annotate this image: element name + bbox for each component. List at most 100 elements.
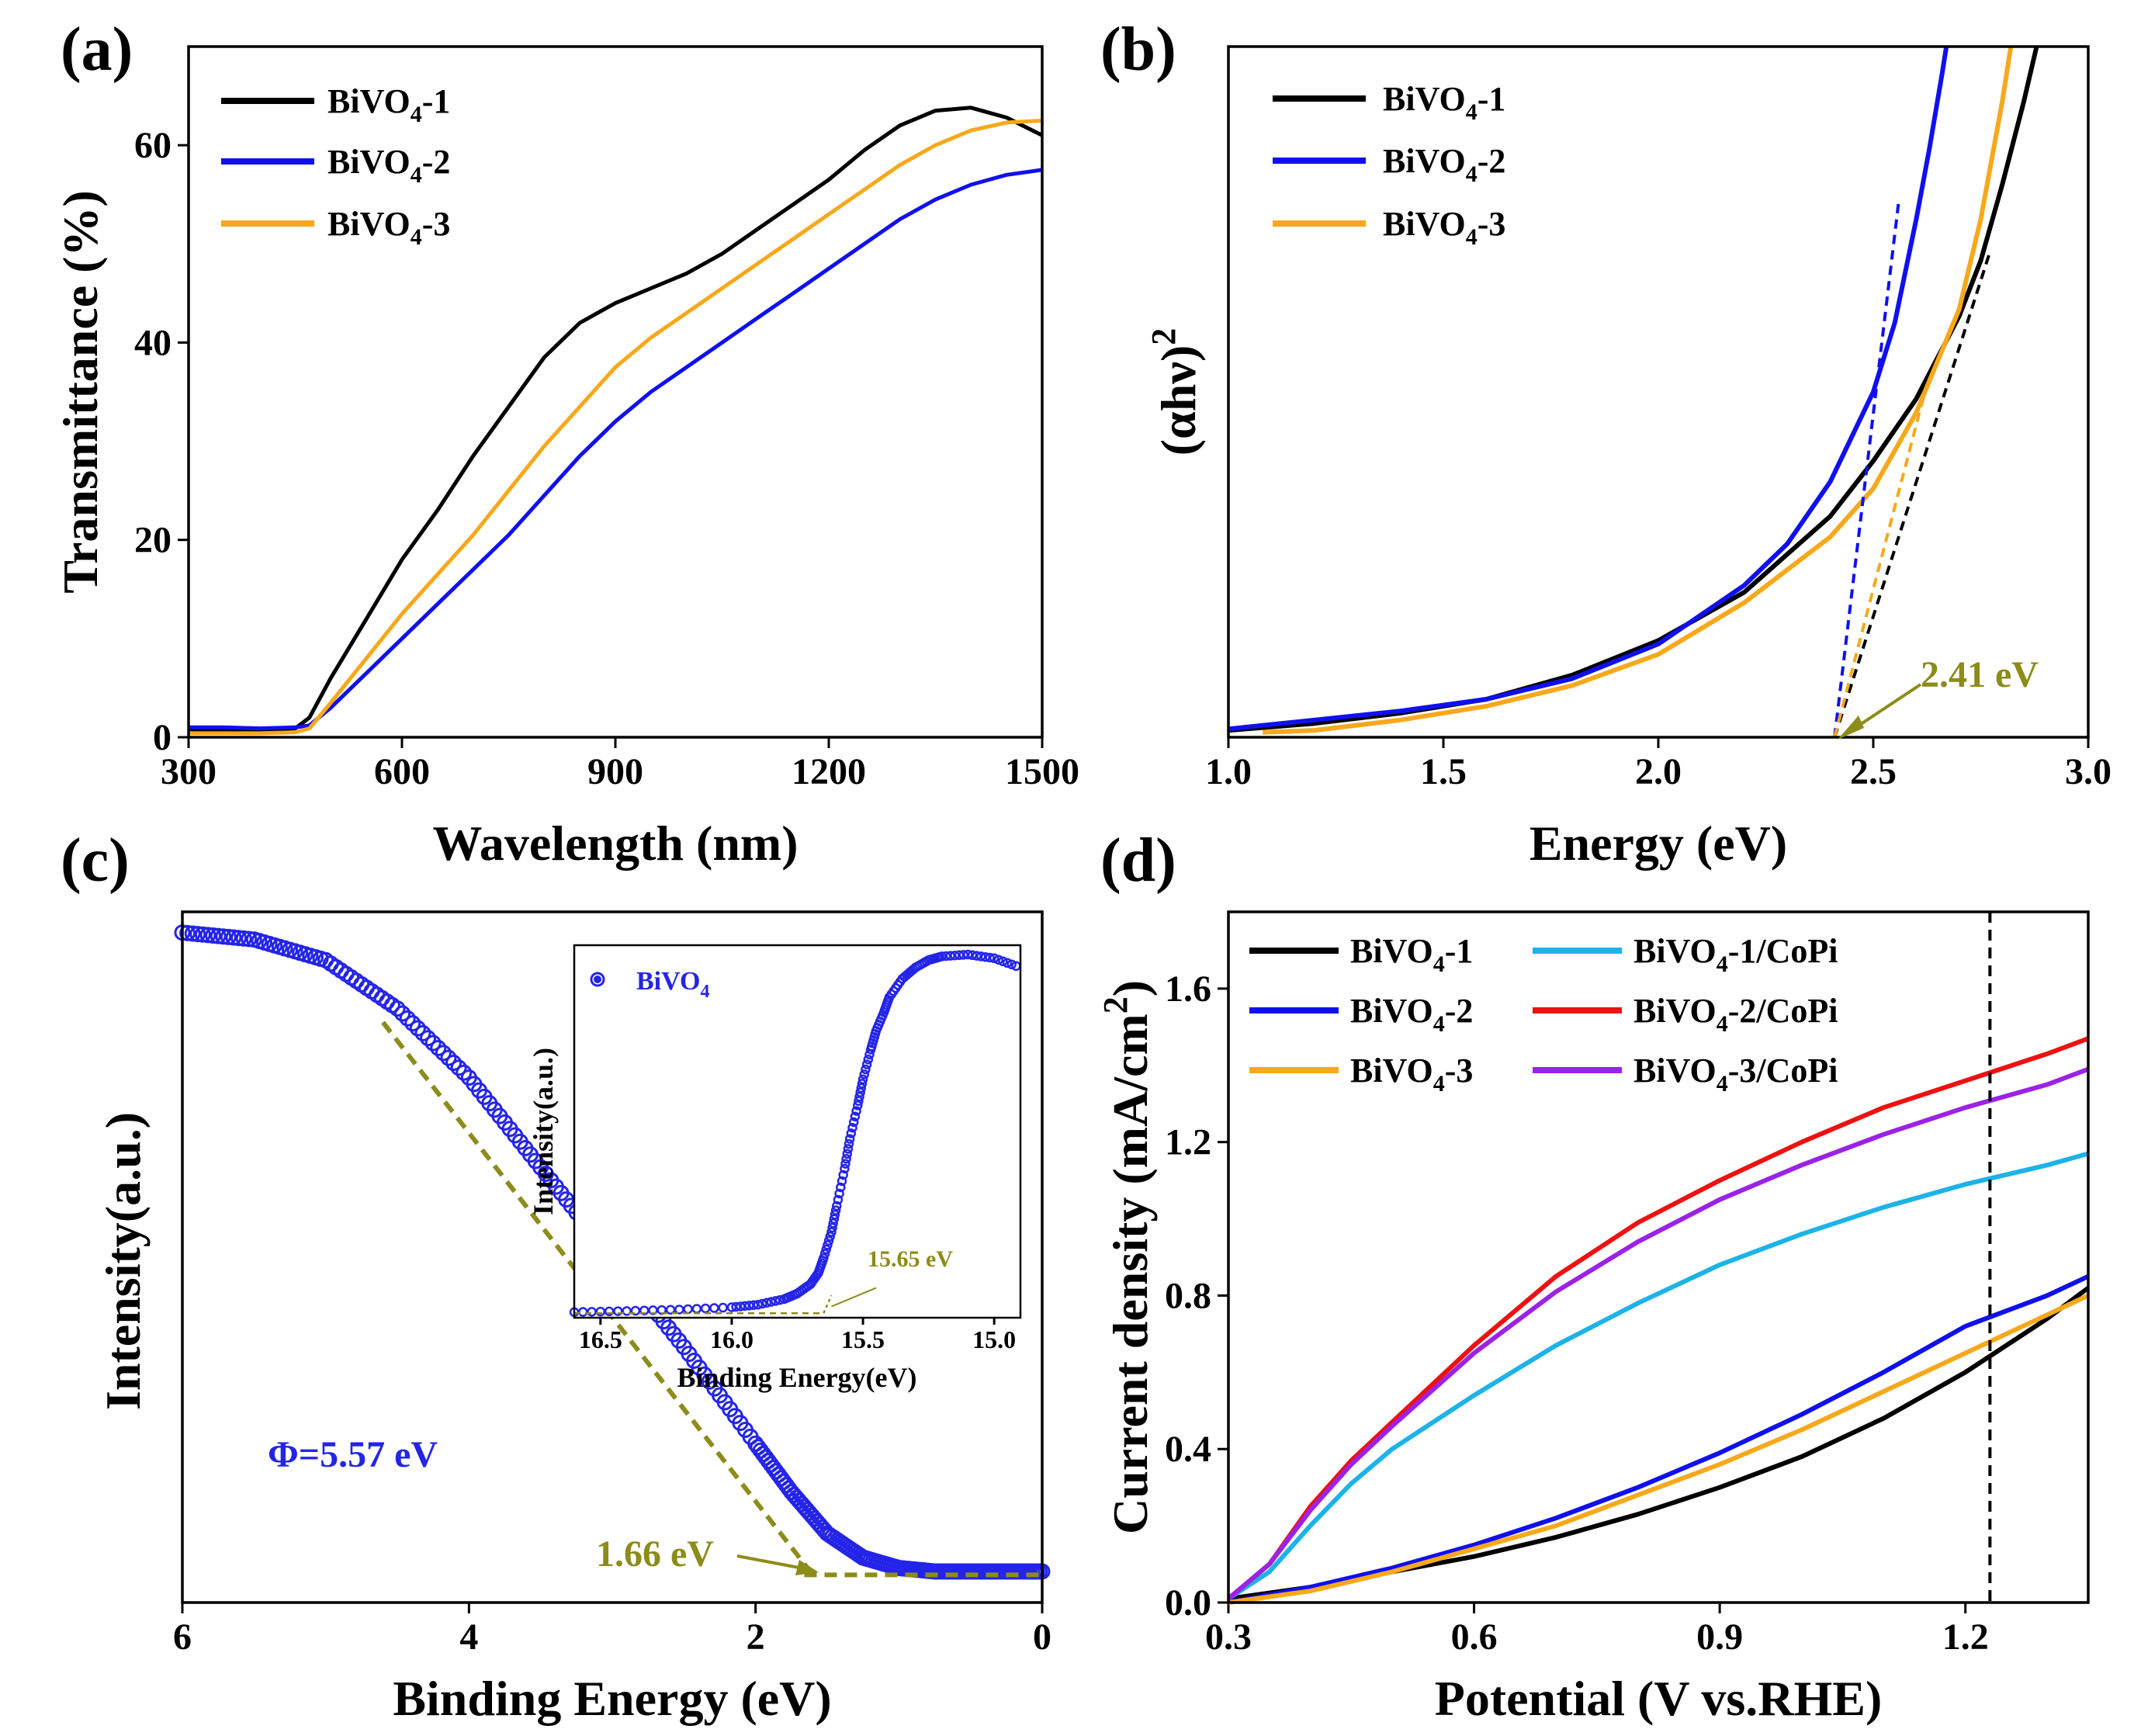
inset-annotation-cutoff: 15.65 eV (868, 1246, 953, 1272)
inset-data-point (718, 1302, 728, 1313)
series-line-bivo4-1 (1228, 1286, 2090, 1602)
inset-data-point (989, 953, 999, 964)
inset-data-point (838, 1169, 848, 1180)
data-point (404, 1015, 421, 1032)
panel-c-frame (181, 910, 1044, 1604)
inset-data-point (861, 1064, 871, 1075)
data-point (440, 1049, 457, 1066)
panel-b-frame (1227, 45, 2090, 739)
data-point (430, 1039, 447, 1056)
panel-c-label: (c) (61, 826, 130, 895)
inset-data-point (855, 1087, 865, 1097)
series-line-bivo4-1 (1228, 46, 2039, 733)
annotation-arrowhead (795, 1560, 819, 1575)
legend-label-bivo4-3: BiVO4-3 (1350, 1052, 1473, 1097)
inset-data-point (731, 1301, 741, 1312)
inset-annotation-pointer (831, 1287, 877, 1308)
panel-b-label: (b) (1100, 16, 1176, 84)
x-tick-label: 900 (587, 751, 643, 792)
inset-ticks: 16.5 16.0 15.5 15.0 (579, 1318, 1016, 1353)
inset-data-point (985, 952, 995, 963)
inset-data-point (735, 1301, 746, 1312)
series-line-bivo4-2 (189, 168, 1043, 731)
inset-data-point (595, 1306, 606, 1317)
inset-data-point (937, 951, 947, 962)
annotation-arrow-line (736, 1554, 808, 1571)
x-tick-label: 2 (747, 1616, 765, 1658)
inset-data-point (665, 1305, 676, 1315)
x-tick-label: 16.0 (710, 1325, 753, 1353)
data-point (445, 1055, 462, 1072)
inset-data-point (859, 1069, 869, 1079)
series-line-bivo4-2-copi (1227, 1036, 2090, 1601)
inset-data-point (857, 1074, 868, 1085)
inset-data-point (854, 1096, 864, 1107)
x-tick-label: 4 (459, 1616, 478, 1658)
inset-data-point (844, 1138, 854, 1149)
y-tick-label: 20 (134, 520, 171, 561)
legend-label-bivo4-1: BiVO4-1 (1350, 932, 1473, 977)
inset-data-point (622, 1306, 632, 1316)
panel-b-series (1228, 46, 2039, 735)
x-tick-label: 15.0 (972, 1325, 1016, 1353)
data-point (189, 926, 206, 943)
y-tick-label: 1.6 (1165, 968, 1211, 1010)
inset-data-point (843, 1144, 854, 1154)
x-tick-label: 15.5 (841, 1325, 885, 1353)
annotation-bandgap: 2.41 eV (1921, 654, 2039, 695)
panel-a-frame (187, 45, 1044, 739)
inset-data-point (613, 1306, 623, 1316)
inset-data-point (854, 1091, 864, 1102)
panel-b-ylabel: (αhν)2 (1145, 328, 1206, 456)
panel-a: (a) 300 600 900 1200 1500 0 20 40 60 Wavelength … (53, 16, 1079, 871)
inset-data-point (709, 1303, 719, 1313)
panel-d-xlabel: Potential (V vs.RHE) (1435, 1671, 1883, 1726)
panel-a-ylabel: Transmittance (%) (53, 190, 108, 594)
x-tick-label: 1.2 (1942, 1616, 1989, 1658)
panel-d-ylabel: Current density (mA/cm2) (1096, 980, 1158, 1534)
tangent-line-orange (1833, 391, 1927, 738)
data-point (210, 927, 227, 944)
inset-data-point (674, 1305, 684, 1315)
x-tick-label: 6 (173, 1616, 192, 1658)
panel-d: (d) 0.3 0.6 0.9 1.2 0.0 0.4 0.8 1.2 1.6 Potentia… (1096, 826, 2090, 1726)
inset-data-point (976, 951, 986, 962)
x-tick-label: 1.0 (1205, 751, 1252, 792)
legend-label-bivo4-2-copi: BiVO4-2/CoPi (1633, 992, 1838, 1037)
inset-legend-marker-fill (594, 975, 601, 983)
tangent-line-blue (1833, 198, 1901, 738)
inset-data-point (821, 1244, 831, 1255)
panel-d-frame (1227, 910, 2090, 1604)
inset-data-point (630, 1305, 641, 1316)
legend-label-bivo4-2: BiVO4-2 (1350, 992, 1473, 1037)
inset-data-point (819, 1249, 830, 1259)
legend-label-bivo4-3: BiVO4-3 (327, 205, 450, 250)
inset-data-point (840, 1163, 850, 1174)
inset-data-point (1002, 958, 1013, 968)
x-tick-label: 600 (374, 751, 430, 792)
inset-data-point (833, 1194, 844, 1205)
inset-data-point (848, 1117, 859, 1128)
legend-label-bivo4-1: BiVO4-1 (327, 82, 450, 127)
panel-a-xlabel: Wavelength (nm) (432, 816, 798, 871)
data-point (230, 930, 248, 947)
inset-legend-marker (590, 972, 605, 987)
inset-data-point (861, 1059, 872, 1069)
y-tick-label: 0 (153, 717, 171, 758)
y-tick-label: 0.8 (1165, 1275, 1211, 1316)
inset-frame (573, 944, 1022, 1319)
y-tick-label: 1.2 (1165, 1122, 1211, 1163)
data-point (399, 1010, 416, 1027)
inset-data-point (825, 1231, 836, 1242)
inset-data-point (726, 1302, 737, 1312)
inset-data-point (766, 1297, 776, 1307)
legend-label-bivo4-2: BiVO4-2 (327, 143, 450, 188)
series-line-bivo4-3 (189, 118, 1043, 736)
x-tick-label: 1.5 (1420, 751, 1467, 792)
inset-data-point (972, 951, 982, 961)
inset-data-point (830, 1209, 840, 1220)
panel-b-annotation: 2.41 eV (1838, 654, 2039, 740)
inset-data-point (941, 951, 951, 962)
data-point (215, 928, 232, 945)
inset-data-point (826, 1227, 837, 1237)
